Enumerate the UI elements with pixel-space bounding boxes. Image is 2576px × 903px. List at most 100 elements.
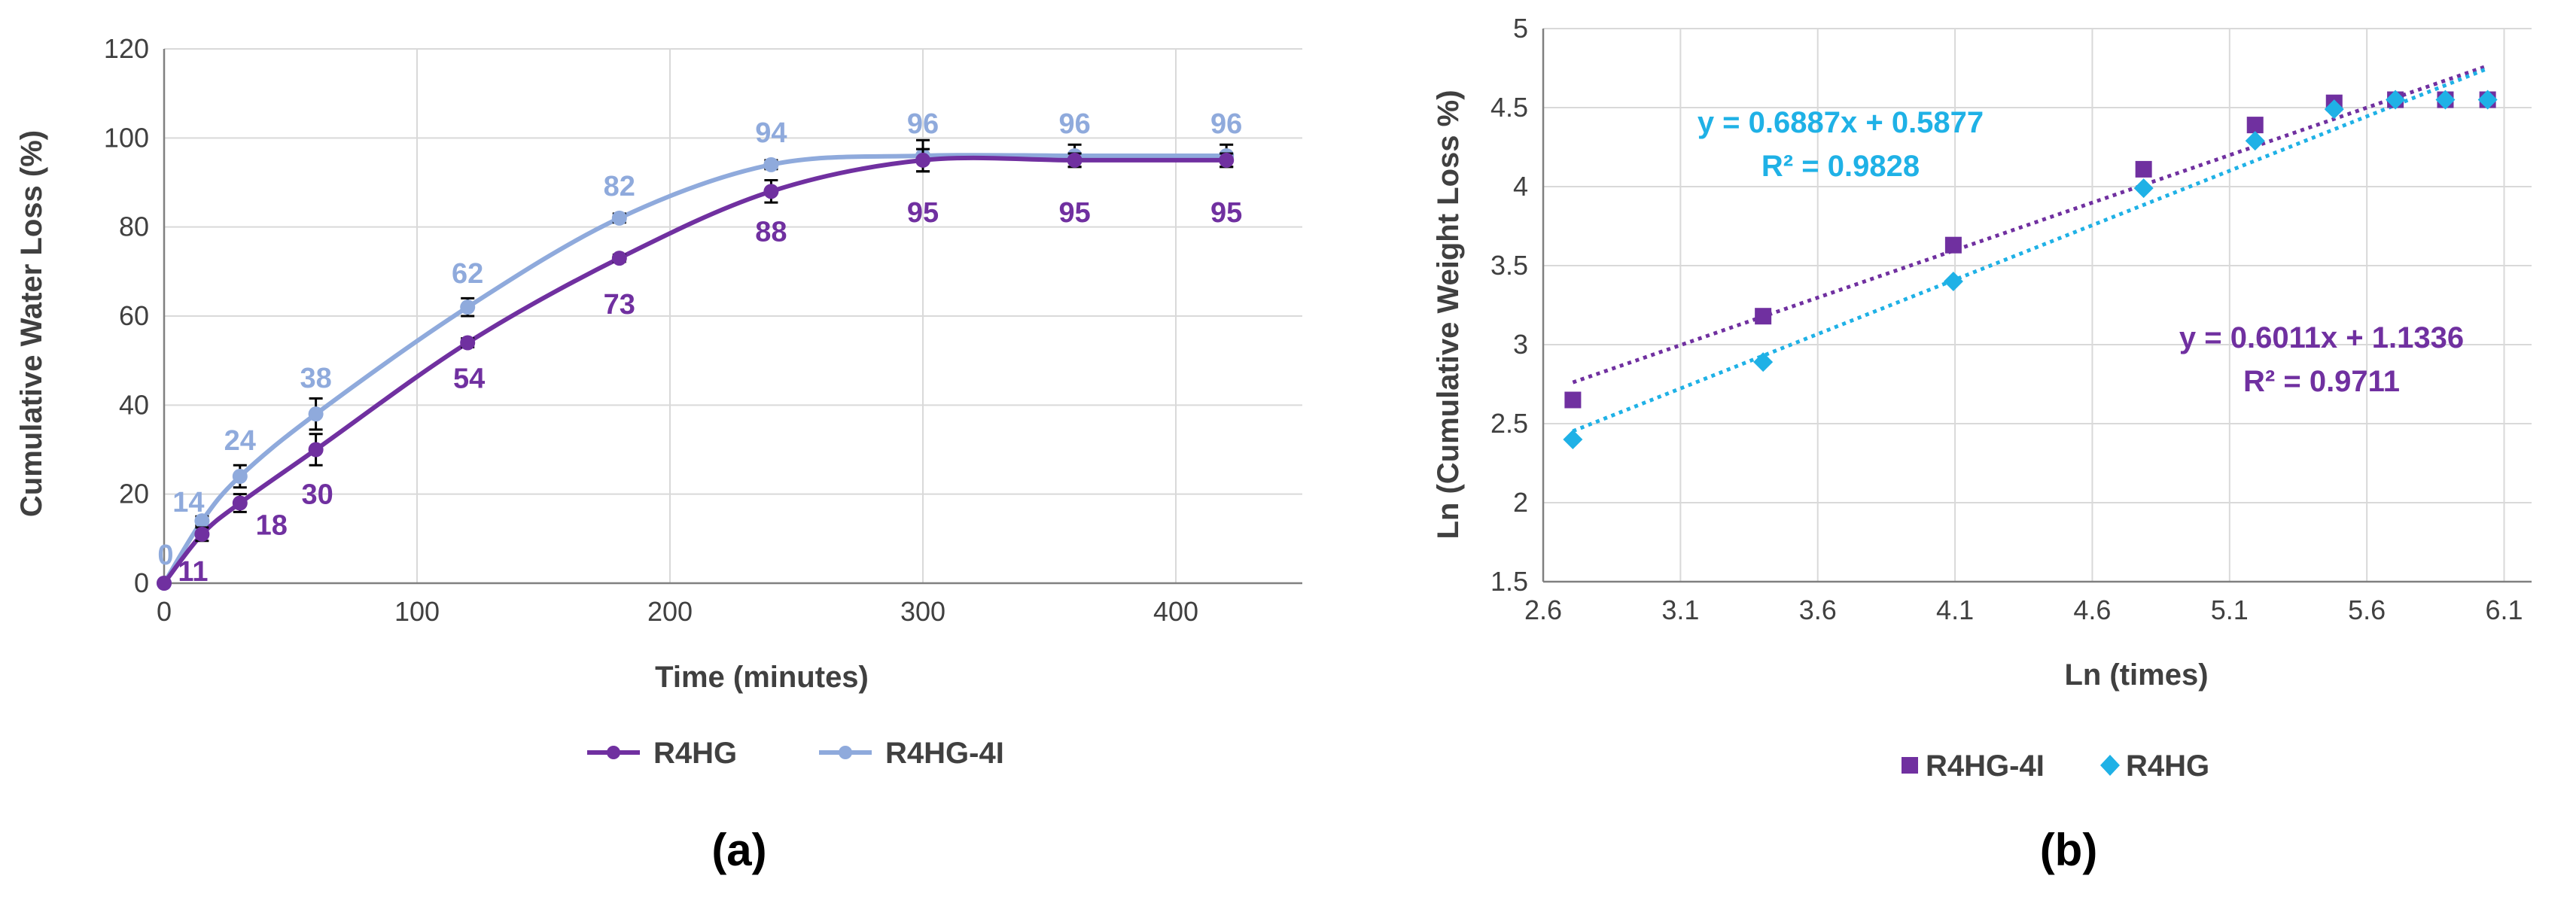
data-point-r4hg [611,251,627,266]
chart-a: 0 20 40 60 80 100 120 0 100 200 300 400 0 14 11 24 18 38… [15,33,1302,875]
y-tick-label: 100 [104,122,149,153]
data-label-r4hg-4i: 14 [172,487,204,518]
data-point-r4hg [2386,90,2406,110]
data-label-r4hg: 95 [1210,197,1242,229]
legend-marker-r4hg [607,746,620,759]
data-point-r4hg [1943,272,1963,291]
chart-b-legend: R4HG-4I R4HG [1902,749,2209,783]
chart-b-tick-labels: 1.5 2 2.5 3 3.5 4 4.5 5 2.6 3.1 3.6 4.1 4.6 5.1 5.6 6.1 [1490,13,2523,625]
panel-label-a: (a) [711,825,766,875]
chart-b-trendlines [1572,64,2489,433]
x-tick-label: 5.6 [2348,594,2386,625]
y-tick-label: 3 [1513,329,1528,360]
data-point-r4hg-4i [1755,308,1772,325]
data-label-r4hg: 11 [178,556,208,588]
data-point-r4hg [1563,430,1583,449]
y-tick-label: 60 [119,300,149,331]
y-tick-label: 80 [119,211,149,242]
data-label-r4hg: 95 [907,197,939,229]
chart-a-y-axis-title: Cumulative Water Loss (%) [15,130,48,517]
legend-label-r4hg: R4HG [2126,749,2209,783]
data-point-r4hg-4i [2246,117,2264,134]
data-point-r4hg [1753,352,1774,372]
chart-b-x-axis-title: Ln (times) [2064,658,2208,692]
chart-a-legend: R4HG R4HG-4I [587,737,1004,770]
data-label-r4hg-4i: 96 [907,108,939,140]
legend-marker-r4hg-4i [839,746,852,759]
y-tick-label: 120 [104,33,149,64]
y-tick-label: 2 [1513,487,1528,518]
x-tick-label: 200 [647,596,693,627]
x-tick-label: 100 [394,596,440,627]
data-point-r4hg-4i [194,513,210,529]
data-point-r4hg-4i [611,210,627,226]
data-point-r4hg-4i [308,406,324,422]
chart-b: 1.5 2 2.5 3 3.5 4 4.5 5 2.6 3.1 3.6 4.1 4.6 5.1 5.6 6.1… [1432,13,2532,875]
y-tick-label: 0 [134,567,149,598]
data-point-r4hg [2245,131,2265,151]
data-label-r4hg-4i: 94 [755,117,787,149]
data-point-r4hg [157,576,172,591]
chart-b-equations: y = 0.6887x + 0.5877 R² = 0.9828 y = 0.6… [1698,106,2464,398]
chart-a-series [157,138,1235,591]
x-tick-label: 6.1 [2486,594,2523,625]
data-label-r4hg: 54 [453,363,485,395]
data-label-r4hg-4i: 96 [1058,108,1090,140]
y-tick-label: 20 [119,479,149,509]
y-tick-label: 4 [1513,171,1528,202]
x-tick-label: 3.6 [1799,594,1837,625]
legend-label-r4hg-4i: R4HG-4I [885,737,1004,770]
data-label-r4hg: 88 [755,216,787,248]
data-point-r4hg-4i [763,157,779,172]
x-tick-label: 5.1 [2211,594,2249,625]
legend-marker-r4hg-4i [1902,757,1918,774]
data-point-r4hg [2133,178,2154,199]
data-label-r4hg-4i: 0 [157,540,173,571]
legend-marker-r4hg [2100,755,2120,776]
data-point-r4hg [232,495,248,511]
x-tick-label: 3.1 [1661,594,1699,625]
x-tick-label: 0 [157,596,172,627]
data-point-r4hg [915,152,930,168]
trendline-r4hg-4i [1572,64,2489,385]
x-tick-label: 4.1 [1936,594,1974,625]
data-point-r4hg [1067,152,1082,168]
data-point-r4hg [2477,90,2498,110]
y-tick-label: 2.5 [1490,408,1528,439]
y-tick-label: 1.5 [1490,566,1528,597]
data-point-r4hg-4i [460,299,476,315]
trendline-r2-r4hg-4i: R² = 0.9711 [2243,365,2400,398]
trendline-equation-r4hg-4i: y = 0.6011x + 1.1336 [2179,321,2464,354]
x-tick-label: 4.6 [2073,594,2111,625]
trendline-r4hg [1572,66,2489,433]
y-tick-label: 40 [119,389,149,420]
data-point-r4hg [1219,152,1235,168]
x-tick-label: 2.6 [1524,594,1562,625]
y-tick-label: 3.5 [1490,250,1528,281]
chart-a-tick-labels: 0 20 40 60 80 100 120 0 100 200 300 400 [104,33,1198,627]
x-tick-label: 400 [1153,596,1198,627]
x-tick-label: 300 [900,596,945,627]
data-label-r4hg-4i: 62 [452,258,483,290]
legend-label-r4hg-4i: R4HG-4I [1926,749,2045,783]
data-point-r4hg [763,184,779,199]
chart-b-axes [1542,29,2532,583]
data-label-r4hg-4i: 96 [1210,108,1242,140]
data-label-r4hg-4i: 82 [604,171,635,202]
data-point-r4hg [308,442,324,458]
data-point-r4hg-4i [2135,160,2152,178]
data-label-r4hg: 73 [604,289,635,321]
chart-a-x-axis-title: Time (minutes) [655,661,869,694]
data-label-r4hg-4i: 38 [300,363,331,394]
data-point-r4hg [2435,90,2456,110]
data-point-r4hg-4i [1564,391,1582,409]
y-tick-label: 4.5 [1490,92,1528,123]
chart-a-data-labels: 0 14 11 24 18 38 30 62 54 82 73 94 88 96 95 96 95 96 95 [157,108,1242,588]
data-point-r4hg [2324,99,2344,120]
chart-b-series [1563,90,2498,449]
data-label-r4hg: 95 [1058,197,1090,229]
chart-a-gridlines [163,48,1302,584]
data-point-r4hg-4i [1944,236,1962,254]
trendline-equation-r4hg: y = 0.6887x + 0.5877 [1698,106,1984,139]
